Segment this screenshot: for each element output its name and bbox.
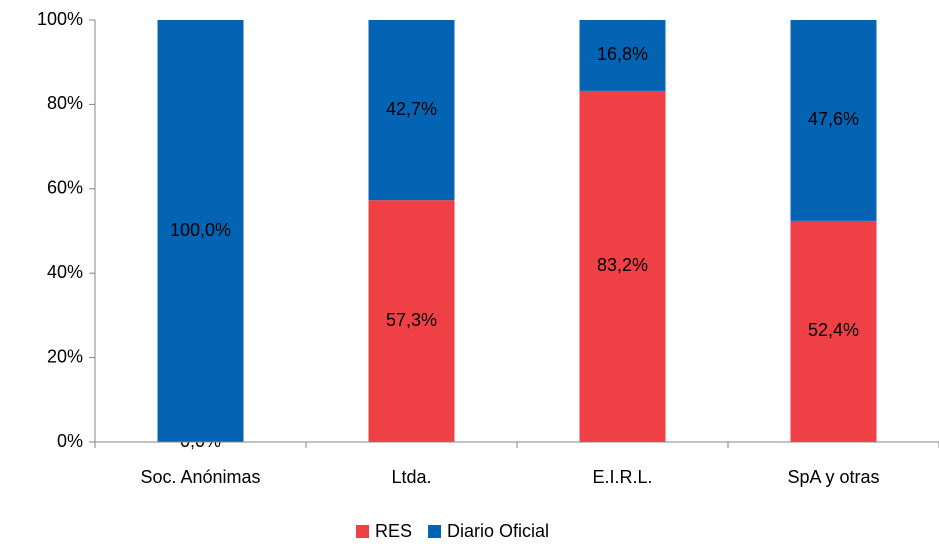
x-tick-label: Ltda. — [391, 467, 431, 487]
bar-segment — [790, 220, 877, 442]
y-tick-label: 80% — [47, 93, 83, 113]
x-tick-label: Soc. Anónimas — [140, 467, 260, 487]
data-label: 100,0% — [170, 220, 231, 240]
bar-segment — [368, 20, 455, 201]
data-label: 57,3% — [386, 310, 437, 330]
x-tick-label: SpA y otras — [787, 467, 879, 487]
y-tick-label: 100% — [37, 9, 83, 29]
y-tick-label: 20% — [47, 346, 83, 366]
data-label: 47,6% — [808, 109, 859, 129]
data-label: 42,7% — [386, 99, 437, 119]
data-label: 83,2% — [597, 255, 648, 275]
y-tick-label: 0% — [57, 431, 83, 451]
y-tick-label: 60% — [47, 178, 83, 198]
bar-segment — [368, 200, 455, 442]
data-label: 16,8% — [597, 44, 648, 64]
bar-segment — [579, 90, 666, 442]
bar-segment — [579, 20, 666, 91]
x-tick-label: E.I.R.L. — [592, 467, 652, 487]
bar-segment — [790, 20, 877, 221]
legend-label: Diario Oficial — [447, 521, 549, 541]
legend-swatch — [356, 525, 369, 538]
legend-label: RES — [375, 521, 412, 541]
data-label: 52,4% — [808, 320, 859, 340]
y-tick-label: 40% — [47, 262, 83, 282]
bar-segment — [157, 20, 244, 442]
legend-swatch — [428, 525, 442, 538]
